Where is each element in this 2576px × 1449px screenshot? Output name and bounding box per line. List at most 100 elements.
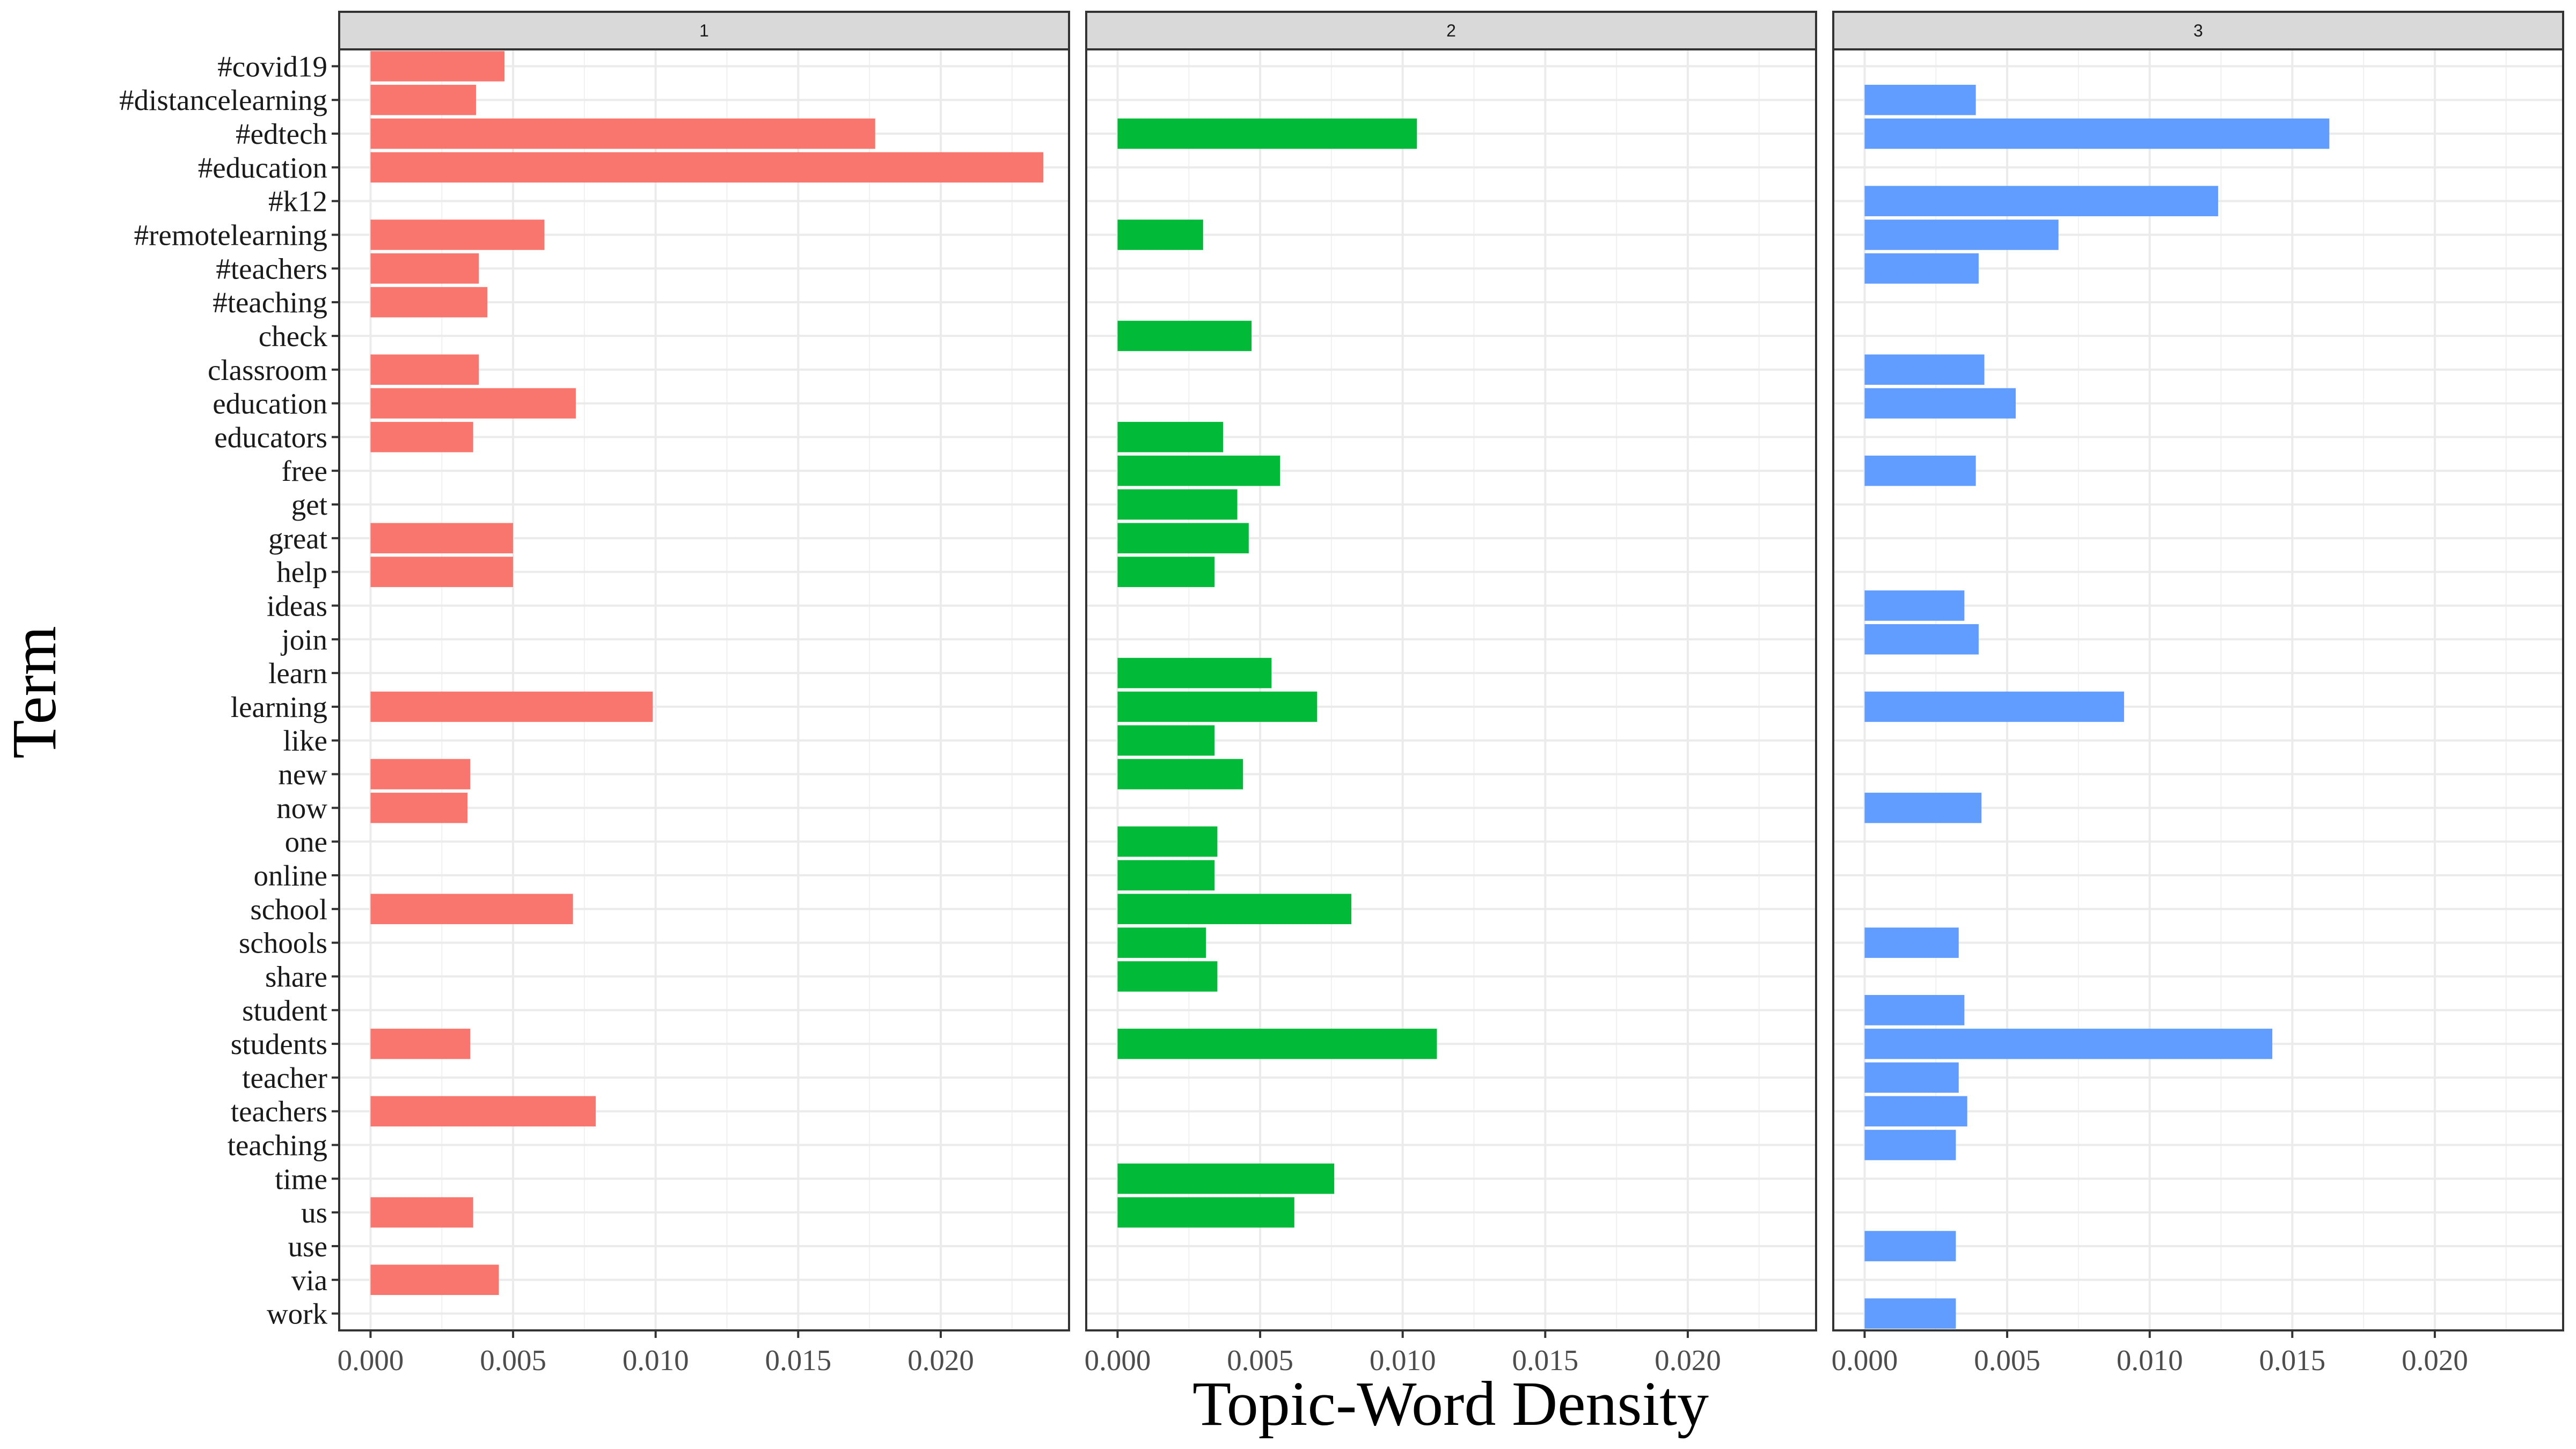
bar-2-time <box>1117 1163 1335 1194</box>
facet-strip <box>338 11 1070 50</box>
facet-panels: 1 0.000 0.005 0.010 0.015 0.020 2 0.000 0.005 0.0… <box>338 11 2564 1377</box>
bar-1-#teachers <box>370 253 479 284</box>
y-tick-label-check: check <box>259 320 328 353</box>
y-tick-label-#distancelearning: #distancelearning <box>119 84 327 116</box>
y-axis-title: Term <box>0 626 69 758</box>
bar-2-schools <box>1117 927 1206 958</box>
x-axis-title: Topic-Word Density <box>1192 1368 1709 1439</box>
bar-3-use <box>1864 1231 1956 1262</box>
y-tick-label-teachers: teachers <box>231 1095 327 1128</box>
bar-1-new <box>370 759 471 789</box>
bar-1-#remotelearning <box>370 219 545 250</box>
y-tick-label-new: new <box>278 758 327 791</box>
y-tick-label-time: time <box>275 1162 327 1195</box>
bar-2-check <box>1117 320 1252 352</box>
bar-2-like <box>1117 725 1215 756</box>
x-tick-label: 0.015 <box>2259 1344 2325 1377</box>
bar-2-help <box>1117 557 1215 587</box>
facet-strip-label: 2 <box>1446 21 1456 40</box>
bar-1-learning <box>370 691 653 722</box>
x-tick-label: 0.020 <box>2402 1344 2468 1377</box>
bar-3-students <box>1864 1028 2273 1059</box>
bar-1-students <box>370 1028 471 1059</box>
y-tick-label-us: us <box>301 1196 327 1229</box>
x-tick-label: 0.000 <box>1832 1344 1898 1377</box>
bar-1-us <box>370 1197 473 1228</box>
bar-2-get <box>1117 489 1238 520</box>
y-tick-label-get: get <box>291 488 327 521</box>
bar-1-#distancelearning <box>370 84 476 115</box>
y-tick-label-#teachers: #teachers <box>216 252 327 285</box>
bar-1-educators <box>370 422 473 452</box>
bar-3-now <box>1864 793 1982 823</box>
y-tick-label-like: like <box>283 724 327 757</box>
bar-1-#education <box>370 152 1044 183</box>
bar-2-students <box>1117 1028 1437 1059</box>
bar-3-#k12 <box>1864 186 2219 216</box>
y-tick-label-#education: #education <box>198 151 327 184</box>
bar-2-educators <box>1117 422 1223 452</box>
bar-2-learn <box>1117 657 1272 689</box>
facet-panel-1: 1 0.000 0.005 0.010 0.015 0.020 <box>338 11 1070 1377</box>
x-tick-label: 0.000 <box>338 1344 404 1377</box>
y-tick-label-share: share <box>265 960 327 993</box>
bar-2-#edtech <box>1117 118 1417 149</box>
bar-3-#edtech <box>1864 118 2330 149</box>
y-tick-label-free: free <box>282 455 327 487</box>
facet-strip <box>1832 11 2564 50</box>
bar-2-new <box>1117 759 1243 789</box>
x-tick-label: 0.010 <box>1370 1344 1436 1377</box>
y-tick-label-online: online <box>254 859 327 892</box>
y-tick-label-education: education <box>213 387 327 420</box>
y-tick-label-great: great <box>268 522 327 555</box>
bar-3-schools <box>1864 927 1959 958</box>
x-tick-label: 0.005 <box>1974 1344 2040 1377</box>
y-tick-label-educators: educators <box>214 421 327 453</box>
y-tick-label-#edtech: #edtech <box>236 118 327 150</box>
bar-3-ideas <box>1864 590 1965 621</box>
bar-2-free <box>1117 455 1280 486</box>
bar-3-teaching <box>1864 1130 1956 1160</box>
bar-1-help <box>370 557 514 587</box>
bar-3-work <box>1864 1298 1956 1329</box>
x-tick-label: 0.000 <box>1085 1344 1151 1377</box>
y-tick-label-student: student <box>242 994 327 1027</box>
bar-1-school <box>370 894 573 925</box>
y-tick-label-#k12: #k12 <box>268 185 327 218</box>
bar-2-#remotelearning <box>1117 219 1203 250</box>
y-tick-label-school: school <box>250 893 327 926</box>
x-tick-label: 0.020 <box>908 1344 974 1377</box>
y-tick-label-join: join <box>280 623 327 656</box>
bar-1-great <box>370 523 514 554</box>
facet-strip-label: 1 <box>699 21 709 40</box>
bar-2-us <box>1117 1197 1294 1228</box>
y-tick-label-ideas: ideas <box>267 589 327 622</box>
bar-1-via <box>370 1264 499 1296</box>
bar-1-#teaching <box>370 287 488 318</box>
bar-2-school <box>1117 894 1352 925</box>
x-tick-label: 0.010 <box>2117 1344 2183 1377</box>
y-tick-label-work: work <box>267 1298 328 1330</box>
bar-3-classroom <box>1864 354 1985 385</box>
x-tick-label: 0.005 <box>480 1344 546 1377</box>
bar-3-#distancelearning <box>1864 84 1976 115</box>
y-tick-label-classroom: classroom <box>208 354 327 386</box>
y-tick-label-help: help <box>276 556 327 589</box>
x-tick-label: 0.010 <box>623 1344 689 1377</box>
bar-2-online <box>1117 860 1215 891</box>
y-tick-label-#teaching: #teaching <box>213 286 327 319</box>
bar-2-great <box>1117 523 1249 554</box>
x-tick-label: 0.005 <box>1227 1344 1293 1377</box>
bar-1-#covid19 <box>370 51 505 82</box>
bar-3-student <box>1864 994 1965 1026</box>
y-tick-label-#remotelearning: #remotelearning <box>134 218 327 251</box>
bar-2-learning <box>1117 691 1318 722</box>
y-tick-label-learning: learning <box>231 691 327 723</box>
y-tick-label-#covid19: #covid19 <box>217 50 327 83</box>
bar-2-one <box>1117 826 1218 857</box>
y-tick-label-now: now <box>276 792 327 824</box>
y-tick-label-students: students <box>231 1028 327 1060</box>
bar-3-teacher <box>1864 1062 1959 1093</box>
bar-3-#remotelearning <box>1864 219 2059 250</box>
